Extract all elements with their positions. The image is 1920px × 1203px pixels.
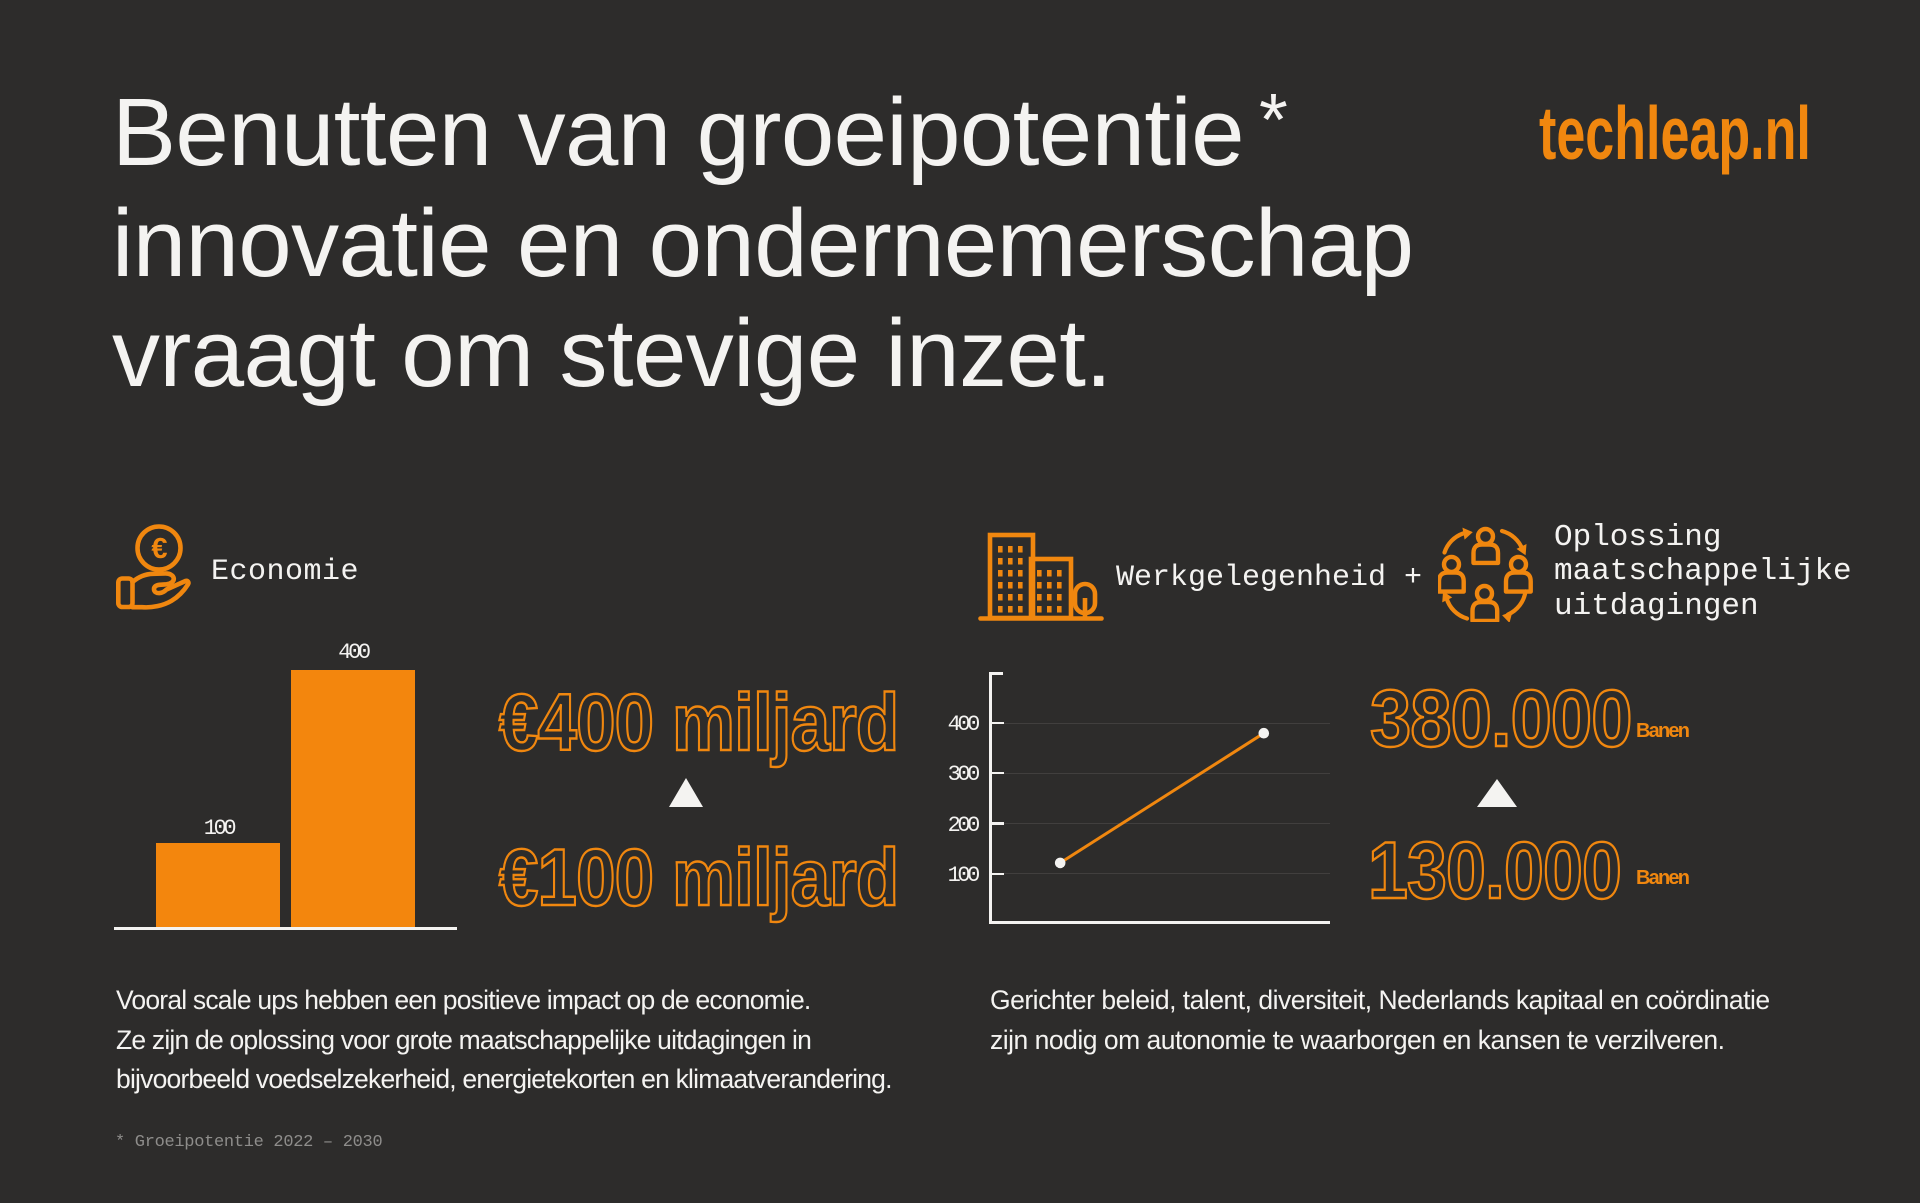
svg-text:€: € [151,533,167,565]
